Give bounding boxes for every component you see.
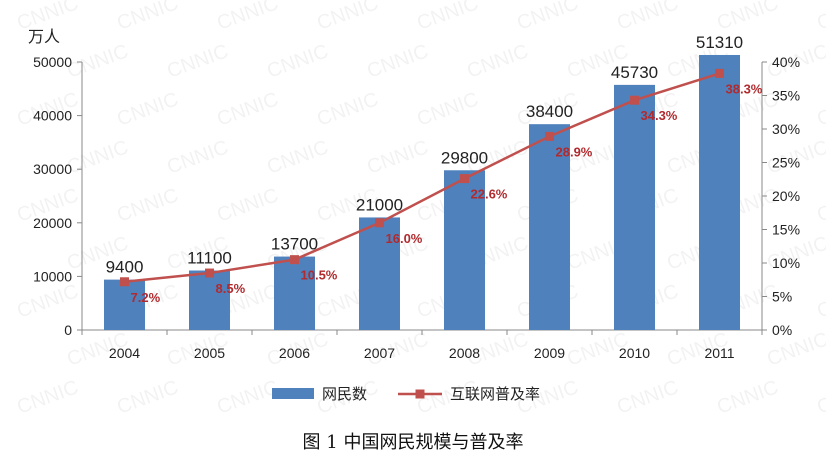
bar-2004	[104, 279, 145, 330]
legend-line-label: 互联网普及率	[450, 385, 540, 403]
bar-2008	[444, 170, 485, 330]
watermark-mark: CNNIC	[14, 376, 81, 418]
right-tick-label: 25%	[772, 155, 800, 171]
watermark-mark: CNNIC	[64, 40, 131, 82]
x-tick-label: 2007	[364, 345, 395, 361]
watermark-mark: CNNIC	[264, 136, 331, 178]
watermark-mark: CNNIC	[814, 0, 826, 35]
watermark-mark: CNNIC	[164, 136, 231, 178]
watermark-mark: CNNIC	[264, 40, 331, 82]
watermark-mark: CNNIC	[114, 184, 181, 226]
watermark-mark: CNNIC	[514, 0, 581, 35]
line-point-2007	[375, 218, 384, 228]
watermark-mark: CNNIC	[214, 0, 281, 35]
line-point-2006	[290, 255, 299, 265]
left-tick-label: 20000	[33, 215, 72, 231]
x-tick-label: 2005	[194, 345, 225, 361]
line-point-2004	[120, 277, 129, 287]
left-tick-label: 50000	[33, 54, 72, 70]
line-value-label: 28.9%	[556, 144, 593, 159]
watermark-mark: CNNIC	[114, 0, 181, 35]
right-tick-label: 10%	[772, 255, 800, 271]
bar-value-label: 13700	[271, 235, 318, 254]
watermark-mark: CNNIC	[414, 0, 481, 35]
right-tick-label: 5%	[772, 289, 792, 305]
bar-2009	[529, 124, 570, 331]
penetration-line	[124, 72, 720, 284]
bar-value-label: 51310	[696, 33, 743, 52]
watermark-mark: CNNIC	[614, 376, 681, 418]
watermark-mark: CNNIC	[314, 88, 381, 130]
bar-value-label: 38400	[526, 102, 573, 121]
line-value-label: 38.3%	[726, 81, 763, 96]
bar-value-label: 21000	[356, 195, 403, 214]
legend-bar-swatch	[272, 388, 314, 399]
line-value-label: 22.6%	[471, 187, 508, 202]
watermark-mark: CNNIC	[214, 376, 281, 418]
line-value-label: 8.5%	[216, 281, 246, 296]
left-tick-label: 10000	[33, 268, 72, 284]
watermark-mark: CNNIC	[214, 184, 281, 226]
watermark-mark: CNNIC	[814, 280, 826, 322]
bar-value-label: 45730	[611, 63, 658, 82]
bar-value-label: 9400	[106, 258, 144, 277]
x-tick-label: 2011	[704, 345, 734, 361]
watermark-mark: CNNIC	[164, 40, 231, 82]
watermark-mark: CNNIC	[714, 0, 781, 35]
x-tick-label: 2006	[279, 345, 310, 361]
right-tick-label: 40%	[772, 54, 800, 70]
right-tick-label: 35%	[772, 88, 800, 104]
watermark-mark: CNNIC	[364, 40, 431, 82]
watermark-mark: CNNIC	[14, 280, 81, 322]
watermark-mark: CNNIC	[414, 88, 481, 130]
bar-2011	[699, 54, 740, 331]
line-value-label: 16.0%	[386, 231, 423, 246]
x-tick-label: 2009	[534, 345, 565, 361]
line-point-2008	[460, 174, 469, 184]
watermark-mark: CNNIC	[814, 184, 826, 226]
watermark-mark: CNNIC	[114, 88, 181, 130]
line-value-label: 7.2%	[131, 290, 161, 305]
watermark-mark: CNNIC	[814, 376, 826, 418]
legend-line-marker	[415, 389, 425, 399]
left-tick-label: 30000	[33, 161, 72, 177]
x-tick-label: 2004	[109, 345, 140, 361]
watermark-mark: CNNIC	[714, 376, 781, 418]
right-tick-label: 0%	[772, 322, 792, 338]
watermark-mark: CNNIC	[814, 88, 826, 130]
line-value-label: 10.5%	[301, 268, 338, 283]
watermark-mark: CNNIC	[64, 136, 131, 178]
line-point-2009	[545, 131, 554, 141]
bar-2005	[189, 270, 230, 330]
bar-2007	[359, 217, 400, 330]
bar-value-label: 11100	[187, 249, 232, 268]
bar-2010	[614, 84, 655, 330]
right-tick-label: 20%	[772, 188, 800, 204]
bar-value-label: 29800	[441, 148, 488, 167]
right-tick-label: 15%	[772, 222, 800, 238]
x-tick-label: 2008	[449, 345, 480, 361]
line-value-label: 34.3%	[641, 108, 678, 123]
watermark-mark: CNNIC	[114, 376, 181, 418]
line-point-2005	[205, 268, 214, 278]
watermark-mark: CNNIC	[464, 40, 531, 82]
bar-2006	[274, 256, 315, 330]
watermark-mark: CNNIC	[214, 88, 281, 130]
x-tick-label: 2010	[619, 345, 650, 361]
legend-bar-label: 网民数	[322, 385, 367, 403]
watermark-mark: CNNIC	[314, 0, 381, 35]
right-tick-label: 30%	[772, 121, 800, 137]
left-axis-unit: 万人	[28, 27, 60, 46]
watermark-mark: CNNIC	[364, 136, 431, 178]
left-tick-label: 0	[64, 322, 72, 338]
line-point-2011	[715, 68, 724, 78]
line-point-2010	[630, 95, 639, 105]
watermark-mark: CNNIC	[614, 0, 681, 35]
left-tick-label: 40000	[33, 108, 72, 124]
chart: CNNIC CNNIC CNNIC CNNIC CNNIC CNNIC CNNIC CNNIC…	[14, 0, 826, 419]
figure-caption: 图 1 中国网民规模与普及率	[302, 432, 524, 453]
